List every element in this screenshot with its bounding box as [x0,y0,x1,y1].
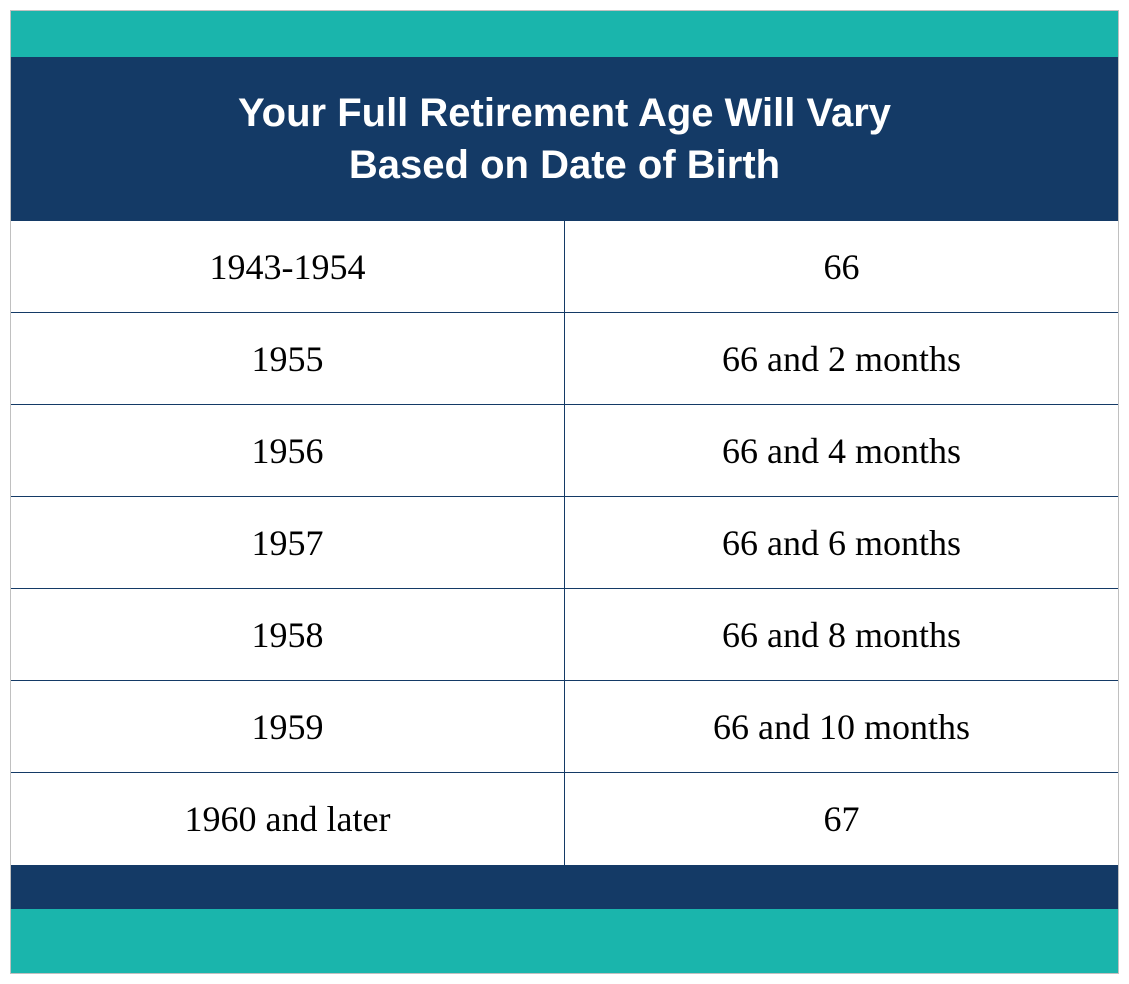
table-row: 1943-1954 66 [11,221,1118,313]
birth-year-cell: 1957 [11,497,565,588]
retirement-age-cell: 66 [565,221,1118,312]
table-title: Your Full Retirement Age Will Vary Based… [11,57,1118,221]
title-line-1: Your Full Retirement Age Will Vary [238,91,891,135]
birth-year-cell: 1958 [11,589,565,680]
table-row: 1957 66 and 6 months [11,497,1118,589]
retirement-age-cell: 67 [565,773,1118,865]
navy-footer-bar [11,865,1118,909]
birth-year-cell: 1956 [11,405,565,496]
teal-bottom-bar [11,909,1118,973]
retirement-age-cell: 66 and 2 months [565,313,1118,404]
birth-year-cell: 1943-1954 [11,221,565,312]
table-row: 1959 66 and 10 months [11,681,1118,773]
teal-top-bar [11,11,1118,57]
retirement-age-table-container: Your Full Retirement Age Will Vary Based… [10,10,1119,974]
title-line-2: Based on Date of Birth [349,143,780,187]
table-row: 1956 66 and 4 months [11,405,1118,497]
retirement-age-cell: 66 and 10 months [565,681,1118,772]
table-row: 1955 66 and 2 months [11,313,1118,405]
table-row: 1958 66 and 8 months [11,589,1118,681]
birth-year-cell: 1960 and later [11,773,565,865]
table-row: 1960 and later 67 [11,773,1118,865]
birth-year-cell: 1959 [11,681,565,772]
birth-year-cell: 1955 [11,313,565,404]
table-body: 1943-1954 66 1955 66 and 2 months 1956 6… [11,221,1118,865]
retirement-age-cell: 66 and 4 months [565,405,1118,496]
retirement-age-cell: 66 and 8 months [565,589,1118,680]
retirement-age-cell: 66 and 6 months [565,497,1118,588]
